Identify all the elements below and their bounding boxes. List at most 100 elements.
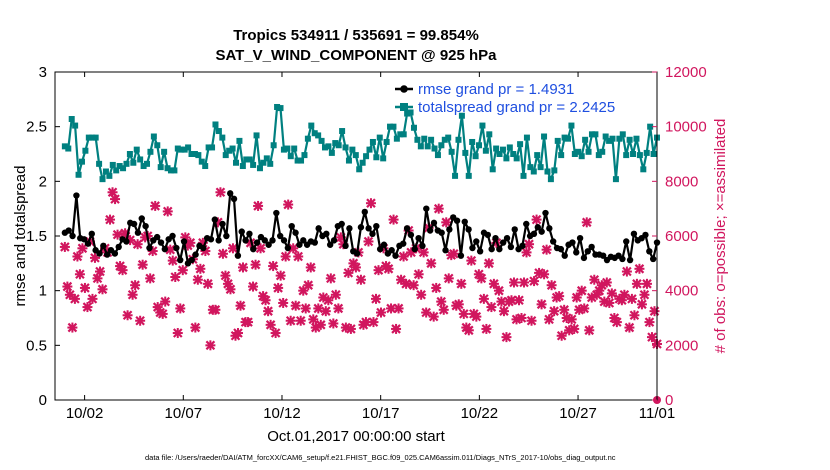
rmse-point [280, 237, 288, 244]
obs-marker [227, 243, 238, 254]
spread-point [414, 136, 421, 143]
spread-point [623, 152, 630, 159]
spread-point [626, 136, 633, 143]
spread-point [191, 151, 198, 157]
obs-marker [529, 276, 540, 287]
obs-marker [132, 239, 143, 250]
obs-marker [110, 194, 121, 205]
spread-point [144, 160, 151, 167]
obs-marker [524, 239, 535, 250]
rmse-point [557, 245, 565, 253]
spread-point [280, 146, 287, 153]
rmse-point [103, 251, 111, 258]
spread-point [404, 110, 411, 117]
spread-point [640, 166, 647, 173]
spread-point [126, 151, 133, 157]
spread-point [120, 165, 127, 172]
spread-point [616, 135, 623, 142]
obs-marker [268, 261, 279, 272]
obs-marker [373, 265, 384, 276]
obs-marker [401, 278, 412, 289]
legend-rmse-label: rmse grand pr = 1.4931 [418, 81, 574, 98]
rmse-point [173, 244, 180, 252]
spread-point [428, 136, 435, 143]
obs-marker [636, 299, 647, 310]
rmse-point [153, 233, 161, 241]
spread-point [308, 122, 315, 129]
spread-point [109, 161, 116, 168]
obs-marker [175, 303, 186, 314]
obs-marker [288, 243, 299, 254]
rmse-point [649, 255, 657, 263]
x-tick-label: 10/17 [362, 405, 400, 422]
obs-marker [383, 263, 394, 274]
rmse-point [253, 239, 261, 246]
obs-marker [97, 284, 108, 295]
obs-marker [59, 241, 70, 252]
rmse-point [342, 242, 349, 250]
spread-point [294, 157, 301, 164]
rmse-point [407, 231, 415, 239]
spread-point [592, 131, 599, 138]
rmse-point [353, 250, 361, 257]
obs-marker [486, 302, 497, 313]
obs-marker [308, 314, 319, 325]
obs-marker [544, 314, 555, 325]
rmse-point [65, 227, 72, 234]
rmse-point [646, 248, 653, 255]
spread-point [650, 151, 657, 157]
spread-point [496, 151, 503, 157]
spread-point [633, 135, 640, 142]
spread-point [284, 145, 291, 152]
spread-point [304, 135, 311, 142]
rmse-point [300, 237, 307, 244]
spread-point [147, 148, 154, 155]
obs-marker [370, 293, 381, 304]
rmse-point [315, 225, 322, 232]
spread-point [400, 131, 407, 138]
spread-point [393, 135, 400, 142]
obs-marker [519, 277, 530, 288]
spread-point [65, 145, 72, 152]
rmse-point [546, 225, 553, 232]
x-tick-label: 10/22 [461, 405, 499, 422]
obs-marker [639, 289, 650, 300]
obs-marker [556, 330, 567, 341]
obs-marker [215, 187, 226, 198]
rmse-point [157, 239, 165, 246]
spread-point [137, 156, 144, 163]
spread-point [181, 146, 188, 153]
obs-marker [481, 323, 492, 334]
spread-point [222, 152, 229, 159]
obs-marker [644, 317, 655, 328]
obs-marker [72, 251, 83, 262]
obs-marker [453, 299, 464, 310]
obs-marker [514, 295, 525, 306]
spread-point [274, 103, 281, 110]
y-tick-label: 2.5 [26, 119, 47, 136]
obs-marker [280, 251, 291, 262]
rmse-point [115, 243, 122, 251]
spread-point [335, 142, 342, 149]
rmse-point [573, 249, 580, 256]
rmse-point [576, 234, 584, 242]
spread-point [315, 132, 322, 139]
spread-point [263, 155, 270, 162]
spread-point [544, 168, 551, 175]
obs-marker [426, 258, 437, 269]
spread-point [171, 167, 178, 174]
spread-point [606, 137, 613, 144]
spread-point [595, 152, 602, 159]
y-tick-label: 0.5 [26, 337, 47, 354]
obs-marker [177, 265, 188, 276]
spread-point [239, 163, 246, 170]
spread-point [571, 151, 578, 157]
obs-marker [483, 258, 494, 269]
spread-point [551, 167, 558, 174]
obs-marker [606, 288, 617, 299]
obs-series [59, 187, 662, 404]
spread-point [154, 142, 161, 149]
rmse-point [288, 222, 295, 230]
rmse-point [519, 242, 526, 250]
obs-marker [631, 278, 642, 289]
